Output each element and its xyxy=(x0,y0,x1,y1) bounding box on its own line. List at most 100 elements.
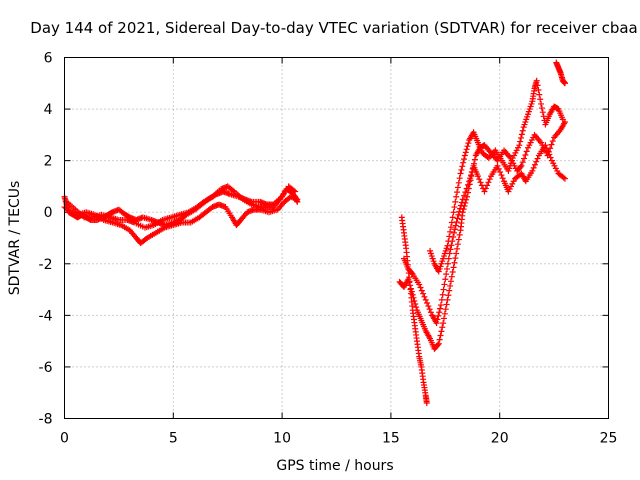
data-point xyxy=(451,226,458,233)
data-point xyxy=(437,302,444,309)
data-point xyxy=(421,293,428,300)
y-tick-label: 0 xyxy=(44,205,53,221)
data-point xyxy=(436,309,443,316)
data-point xyxy=(498,172,505,179)
data-point xyxy=(290,187,297,194)
data-point xyxy=(456,175,463,182)
data-point xyxy=(482,185,489,192)
data-point xyxy=(461,152,468,159)
data-point xyxy=(561,80,568,87)
data-point xyxy=(538,100,545,107)
data-point xyxy=(405,276,412,283)
data-point xyxy=(535,86,542,93)
data-point xyxy=(454,184,461,191)
data-point xyxy=(449,214,456,221)
data-point xyxy=(454,245,461,252)
data-point xyxy=(464,143,471,150)
data-point xyxy=(455,179,462,186)
data-point xyxy=(452,255,459,262)
data-point xyxy=(467,175,474,182)
data-point xyxy=(542,142,549,149)
data-point xyxy=(437,332,444,339)
data-point xyxy=(464,181,471,188)
data-point xyxy=(424,299,431,306)
data-point xyxy=(456,231,463,238)
data-point xyxy=(457,202,464,209)
y-tick-labels: -8 -6 -4 -2 0 2 4 6 xyxy=(39,51,53,428)
data-point xyxy=(444,242,451,249)
data-point xyxy=(434,341,441,348)
data-point xyxy=(443,301,450,308)
data-point xyxy=(427,309,434,316)
data-point xyxy=(533,77,540,84)
data-point xyxy=(292,188,299,195)
data-point xyxy=(441,310,448,317)
data-point xyxy=(229,187,236,194)
data-point xyxy=(459,196,466,203)
y-tick-label: -6 xyxy=(39,360,53,376)
y-tick-label: 2 xyxy=(44,154,53,170)
x-tick-label: 15 xyxy=(382,431,400,447)
data-point xyxy=(436,336,443,343)
data-point xyxy=(452,198,459,205)
data-point xyxy=(547,154,554,161)
data-point xyxy=(465,140,472,147)
data-point xyxy=(536,91,543,98)
data-point xyxy=(433,320,440,327)
data-point xyxy=(518,134,525,141)
data-point xyxy=(452,222,459,229)
data-point xyxy=(439,324,446,331)
data-point xyxy=(408,270,415,277)
data-point xyxy=(422,296,429,303)
data-point xyxy=(460,159,467,166)
data-point xyxy=(518,131,525,138)
chart-title: Day 144 of 2021, Sidereal Day-to-day VTE… xyxy=(30,19,637,37)
data-point xyxy=(456,208,463,215)
data-point xyxy=(406,279,413,286)
data-point xyxy=(459,163,466,170)
data-point xyxy=(457,170,464,177)
data-point xyxy=(447,278,454,285)
data-point xyxy=(464,193,471,200)
data-point xyxy=(485,179,492,186)
data-point xyxy=(516,142,523,149)
data-point xyxy=(538,105,545,112)
data-point xyxy=(534,155,541,162)
data-point xyxy=(463,185,470,192)
data-point xyxy=(523,148,530,155)
data-point xyxy=(522,151,529,158)
data-point xyxy=(467,172,474,179)
grid-lines xyxy=(64,57,609,419)
data-point xyxy=(445,238,452,245)
data-point xyxy=(466,178,473,185)
data-point xyxy=(540,113,547,120)
plot-frame xyxy=(64,57,609,419)
data-point xyxy=(440,315,447,322)
data-point xyxy=(478,182,485,189)
data-point xyxy=(458,199,465,206)
data-point xyxy=(413,304,420,311)
data-point xyxy=(441,281,448,288)
data-point xyxy=(407,285,414,292)
data-point xyxy=(519,127,526,134)
data-point xyxy=(442,276,449,283)
data-point xyxy=(529,167,536,174)
data-point xyxy=(449,269,456,276)
x-axis-label: GPS time / hours xyxy=(276,458,393,474)
x-tick-labels: 0 5 10 15 20 25 xyxy=(60,431,617,447)
data-point xyxy=(294,196,301,203)
y-axis-label: SDTVAR / TECUs xyxy=(7,181,23,296)
data-point xyxy=(559,116,566,123)
data-point xyxy=(438,296,445,303)
data-point xyxy=(450,264,457,271)
data-point xyxy=(425,303,432,310)
data-point xyxy=(199,199,206,206)
data-point xyxy=(435,312,442,319)
data-point xyxy=(409,291,416,298)
data-point xyxy=(474,173,481,180)
data-point xyxy=(499,175,506,182)
data-point xyxy=(545,148,552,155)
data-point xyxy=(455,211,462,218)
data-point xyxy=(463,146,470,153)
